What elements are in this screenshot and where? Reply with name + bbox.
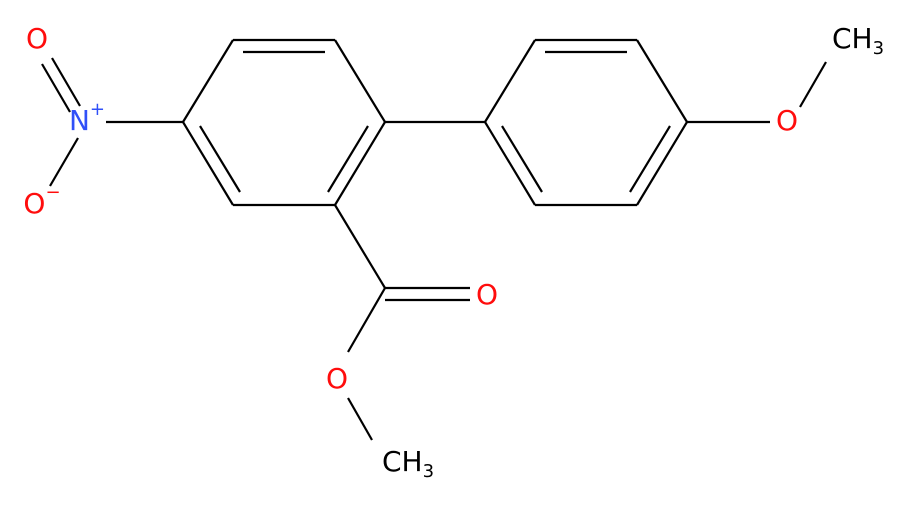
atom-symbol: CH <box>382 445 423 478</box>
atom-subscript: 3 <box>873 38 884 59</box>
atom-subscript: 3 <box>423 461 434 482</box>
atom-label: N+ <box>69 99 105 137</box>
atom-label: O <box>26 22 48 55</box>
atoms: O N+ O− O O CH3 O CH3 <box>23 22 884 482</box>
atom-label: O <box>776 104 798 137</box>
atom-charge: − <box>45 182 60 203</box>
bonds <box>41 38 827 441</box>
atom-label: O− <box>23 182 60 220</box>
atom-symbol: N <box>69 104 90 137</box>
atom-label: O <box>326 362 348 395</box>
atom-label: O <box>476 278 498 311</box>
atom-symbol: CH <box>832 22 873 55</box>
atom-symbol: O <box>23 187 45 220</box>
atom-label: CH3 <box>832 22 884 59</box>
atom-label: CH3 <box>382 445 434 482</box>
atom-charge: + <box>90 99 105 120</box>
